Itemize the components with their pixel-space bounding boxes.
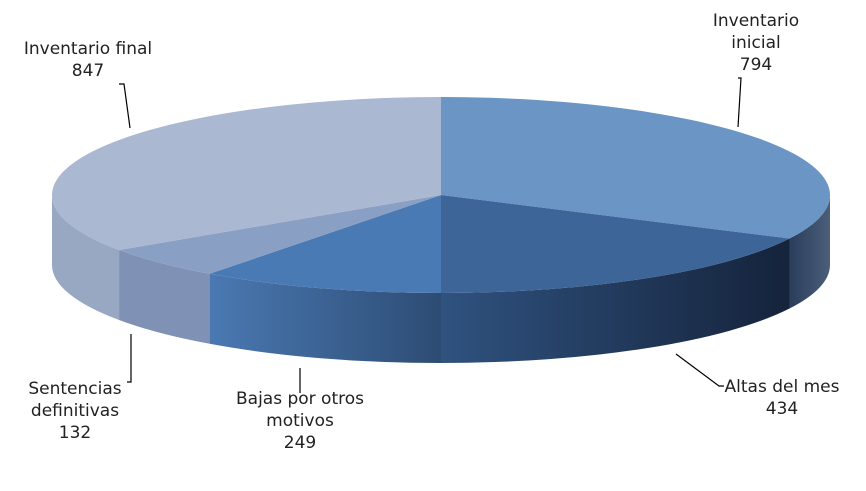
pie-side-altas-del-mes — [441, 238, 790, 363]
pie-side-sentencias-definitivas — [119, 250, 210, 344]
data-label-value: 847 — [72, 61, 104, 81]
data-label-name: Altas del mes — [725, 377, 840, 397]
data-label-name: Bajas por otros — [236, 389, 364, 409]
pie-slice-altas-del-mes — [441, 195, 790, 293]
pie-slice-bajas-por-otros-motivos — [209, 195, 441, 293]
pie-side-inventario-final — [51, 195, 120, 321]
data-label-name: inicial — [731, 33, 780, 53]
leader-line-2 — [675, 353, 724, 387]
data-label-name: definitivas — [31, 401, 119, 421]
leader-line-5 — [119, 83, 131, 129]
data-label-value: 434 — [766, 399, 798, 419]
data-label-name: Inventario final — [24, 39, 152, 59]
leader-line-4 — [127, 334, 132, 383]
data-label-name: Inventario — [713, 11, 799, 31]
pie-side-bajas-por-otros-motivos — [209, 273, 441, 363]
leader-line-1 — [737, 77, 742, 128]
data-label-name: Sentencias — [28, 379, 121, 399]
pie-slice-sentencias-definitivas — [119, 195, 441, 274]
pie-slice-inventario-inicial — [441, 97, 830, 239]
pie-slice-inventario-final — [52, 97, 442, 251]
data-label-name: motivos — [266, 411, 334, 431]
data-label-value: 794 — [740, 55, 772, 75]
data-label-value: 132 — [59, 423, 91, 443]
pie-side-inventario-inicial — [789, 195, 830, 309]
data-label-value: 249 — [284, 433, 316, 453]
